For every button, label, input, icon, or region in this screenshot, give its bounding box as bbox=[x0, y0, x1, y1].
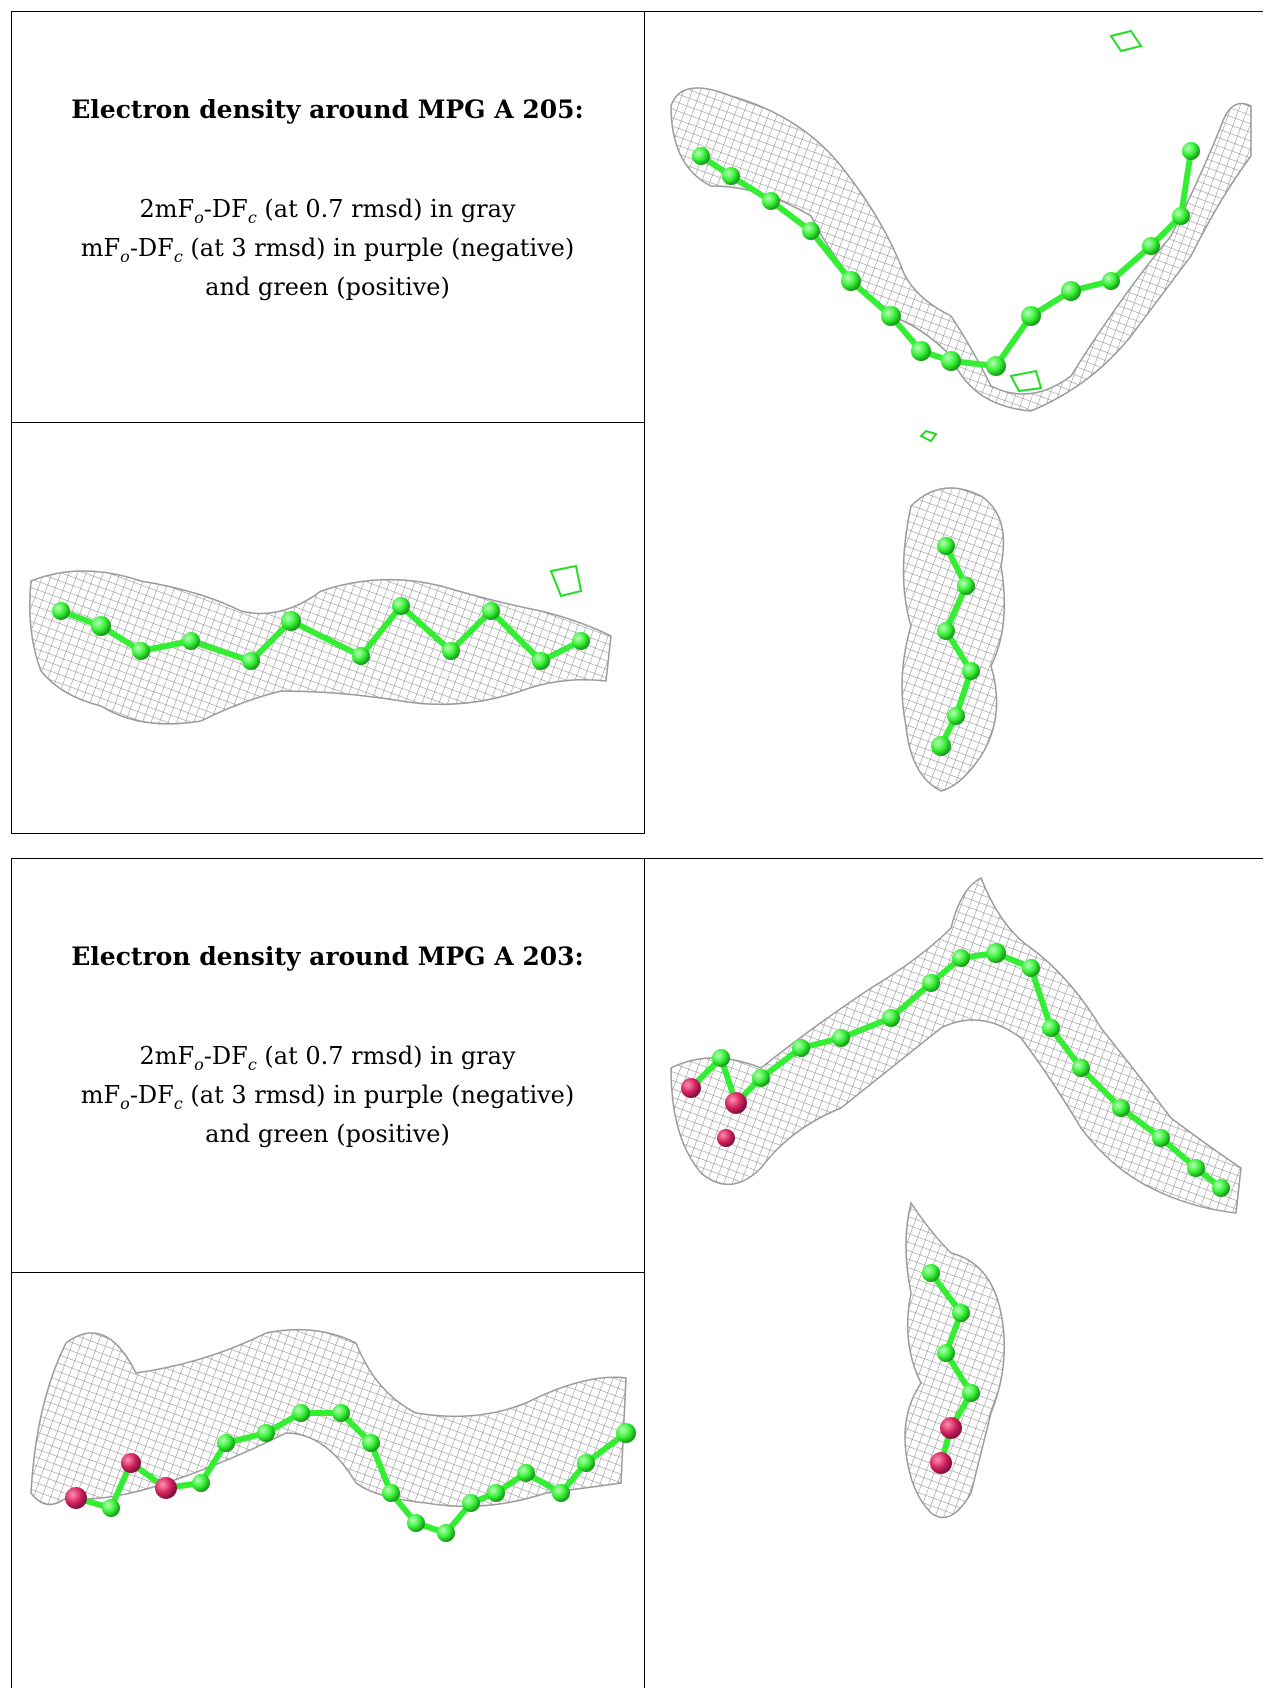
panel-border-bottom bbox=[11, 833, 644, 834]
caption-line-mfo-dfc: mFo-DFc (at 3 rmsd) in purple (negative) bbox=[80, 1080, 575, 1113]
panel-border-top bbox=[11, 858, 1263, 859]
caption-title: Electron density around MPG A 203: bbox=[71, 942, 584, 971]
density-view-front bbox=[651, 868, 1261, 1268]
panel-divider-vertical bbox=[644, 11, 645, 834]
caption-title: Electron density around MPG A 205: bbox=[71, 95, 584, 124]
density-view-side bbox=[26, 1283, 641, 1553]
density-view-front bbox=[651, 16, 1261, 416]
panel-border-left bbox=[11, 858, 12, 1688]
caption-line-2mfo-dfc: 2mFo-DFc (at 0.7 rmsd) in gray bbox=[139, 1042, 516, 1074]
caption-line-colors: and green (positive) bbox=[205, 1119, 450, 1148]
caption-line-2mfo-dfc: 2mFo-DFc (at 0.7 rmsd) in gray bbox=[139, 195, 516, 227]
caption-cell: Electron density around MPG A 203: 2mFo-… bbox=[11, 942, 644, 1149]
density-view-end bbox=[881, 426, 1041, 836]
caption-line-mfo-dfc: mFo-DFc (at 3 rmsd) in purple (negative) bbox=[80, 233, 575, 266]
panel-border-top bbox=[11, 11, 1263, 12]
density-view-end bbox=[891, 1193, 1041, 1533]
density-panel-mpg-a203: Electron density around MPG A 203: 2mFo-… bbox=[11, 858, 1263, 1688]
caption-line-colors: and green (positive) bbox=[205, 272, 450, 301]
density-panel-mpg-a205: Electron density around MPG A 205: 2mFo-… bbox=[11, 11, 1263, 834]
panel-divider-horizontal bbox=[11, 422, 644, 423]
panel-divider-vertical bbox=[644, 858, 645, 1688]
caption-body: 2mFo-DFc (at 0.7 rmsd) in gray mFo-DFc (… bbox=[81, 194, 575, 302]
density-view-side bbox=[21, 541, 641, 741]
caption-cell: Electron density around MPG A 205: 2mFo-… bbox=[11, 95, 644, 302]
caption-body: 2mFo-DFc (at 0.7 rmsd) in gray mFo-DFc (… bbox=[81, 1041, 575, 1149]
panel-divider-horizontal bbox=[11, 1272, 644, 1273]
